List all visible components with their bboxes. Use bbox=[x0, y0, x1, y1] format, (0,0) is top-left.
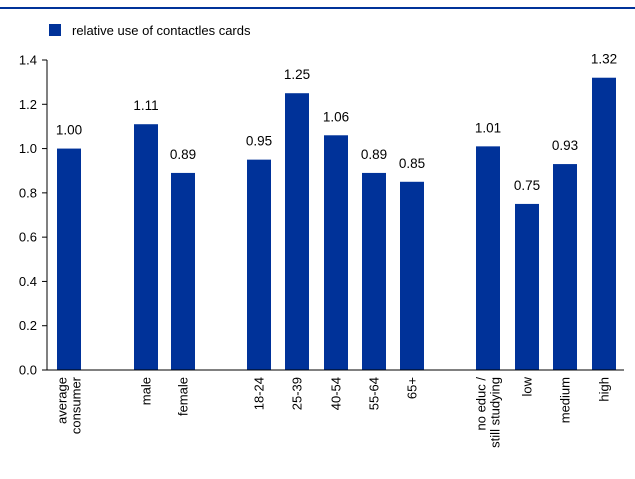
bar bbox=[247, 159, 271, 370]
y-tick-label: 0.2 bbox=[19, 318, 37, 333]
bar bbox=[57, 148, 81, 370]
x-tick-label-line: 40-54 bbox=[329, 377, 344, 410]
x-tick-label: 65+ bbox=[405, 377, 420, 399]
x-tick-label: averageconsumer bbox=[55, 376, 84, 434]
x-tick-label-line: no educ / bbox=[474, 377, 489, 431]
x-axis: averageconsumer male female 18-24 25-39 40-54… bbox=[47, 369, 624, 448]
data-label: 1.25 bbox=[284, 67, 310, 82]
data-label: 0.89 bbox=[361, 147, 387, 162]
legend-swatch bbox=[49, 24, 61, 36]
bar bbox=[476, 146, 500, 370]
y-tick-label: 0.8 bbox=[19, 185, 37, 200]
x-tick-label-line: 55-64 bbox=[367, 377, 382, 410]
x-tick-label: 55-64 bbox=[367, 377, 382, 410]
x-tick-label: 18-24 bbox=[252, 377, 267, 410]
x-tick-label: high bbox=[597, 377, 612, 402]
data-label: 1.00 bbox=[56, 123, 82, 138]
data-labels: 1.00 1.11 0.89 0.95 1.25 1.06 0.89 0.85 1.01 0.75… bbox=[56, 52, 617, 193]
data-label: 0.89 bbox=[170, 147, 196, 162]
y-tick-label: 0.4 bbox=[19, 274, 37, 289]
data-label: 0.75 bbox=[514, 178, 540, 193]
data-label: 0.95 bbox=[246, 134, 272, 149]
x-tick-label-line: male bbox=[139, 377, 154, 405]
x-tick-label: 40-54 bbox=[329, 377, 344, 410]
data-label: 1.32 bbox=[591, 52, 617, 67]
x-tick-label-line: 25-39 bbox=[290, 377, 305, 410]
x-tick-label: medium bbox=[558, 377, 573, 423]
data-label: 1.01 bbox=[475, 120, 501, 135]
x-tick-label: no educ /still studying bbox=[474, 377, 503, 448]
bar bbox=[400, 181, 424, 370]
bar bbox=[285, 93, 309, 370]
x-tick-label-line: consumer bbox=[69, 376, 84, 434]
y-tick-label: 1.2 bbox=[19, 97, 37, 112]
data-label: 0.93 bbox=[552, 138, 578, 153]
x-tick-label-line: female bbox=[176, 377, 191, 416]
data-label: 0.85 bbox=[399, 156, 425, 171]
bars bbox=[57, 77, 616, 370]
bar bbox=[324, 135, 348, 370]
x-tick-label-line: average bbox=[55, 377, 70, 424]
bar bbox=[553, 164, 577, 370]
x-tick-label-line: medium bbox=[558, 377, 573, 423]
data-label: 1.06 bbox=[323, 109, 349, 124]
data-label: 1.11 bbox=[133, 98, 158, 113]
x-tick-label: female bbox=[176, 377, 191, 416]
x-tick-label-line: low bbox=[520, 376, 535, 396]
x-tick-label-line: still studying bbox=[488, 377, 503, 448]
y-tick-label: 0.0 bbox=[19, 363, 37, 378]
bar bbox=[592, 77, 616, 370]
y-tick-label: 1.4 bbox=[19, 53, 37, 68]
x-tick-label-line: 18-24 bbox=[252, 377, 267, 410]
x-tick-label-line: 65+ bbox=[405, 377, 420, 399]
x-tick-label: low bbox=[520, 376, 535, 396]
y-tick-label: 0.6 bbox=[19, 230, 37, 245]
bar bbox=[171, 172, 195, 370]
legend-label: relative use of contactles cards bbox=[72, 23, 251, 38]
bar bbox=[134, 124, 158, 370]
y-tick-label: 1.0 bbox=[19, 141, 37, 156]
x-tick-label-line: high bbox=[597, 377, 612, 402]
x-tick-label: male bbox=[139, 377, 154, 405]
bar bbox=[515, 203, 539, 370]
x-tick-label: 25-39 bbox=[290, 377, 305, 410]
y-axis: 0.0 0.2 0.4 0.6 0.8 1.0 1.2 1.4 bbox=[19, 53, 48, 378]
bar bbox=[362, 172, 386, 370]
